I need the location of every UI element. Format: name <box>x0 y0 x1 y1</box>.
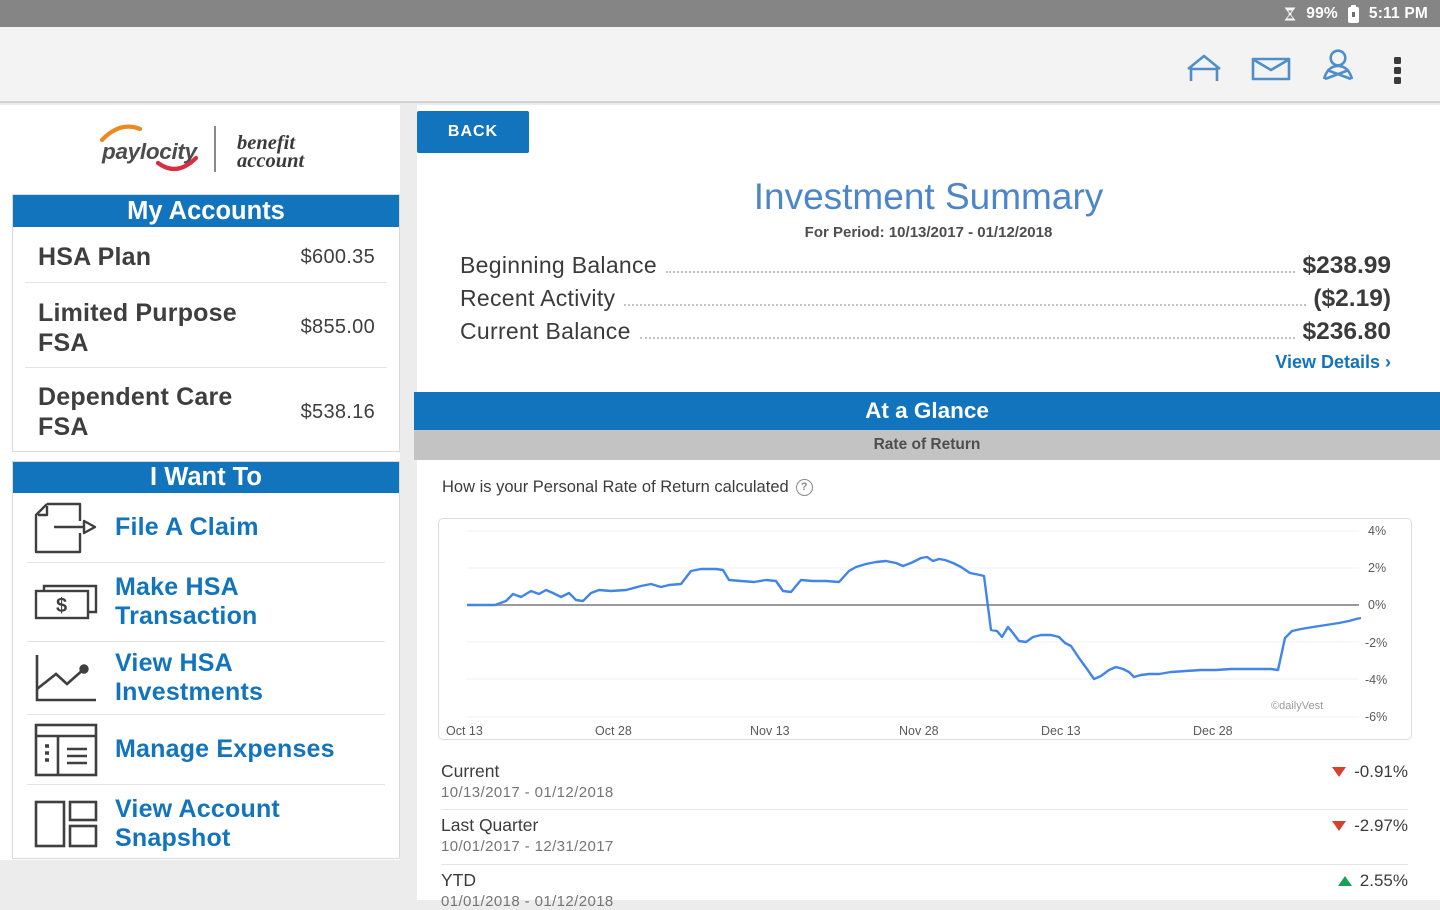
svg-text:Nov 28: Nov 28 <box>899 724 939 738</box>
svg-text:0%: 0% <box>1368 598 1386 612</box>
svg-text:-4%: -4% <box>1365 673 1387 687</box>
svg-text:Nov 13: Nov 13 <box>750 724 790 738</box>
svg-text:Oct 13: Oct 13 <box>446 724 483 738</box>
svg-text:$: $ <box>56 595 67 617</box>
svg-text:2%: 2% <box>1368 561 1386 575</box>
svg-text:©dailyVest: ©dailyVest <box>1271 700 1323 712</box>
svg-text:-6%: -6% <box>1365 710 1387 724</box>
svg-text:paylocity: paylocity <box>101 139 199 164</box>
svg-text:benefit: benefit <box>237 132 296 154</box>
svg-text:Dec 28: Dec 28 <box>1193 724 1233 738</box>
svg-text:Dec 13: Dec 13 <box>1041 724 1081 738</box>
svg-text:account: account <box>237 150 306 172</box>
svg-text:-2%: -2% <box>1365 636 1387 650</box>
svg-text:Oct 28: Oct 28 <box>595 724 632 738</box>
svg-text:4%: 4% <box>1368 524 1386 538</box>
